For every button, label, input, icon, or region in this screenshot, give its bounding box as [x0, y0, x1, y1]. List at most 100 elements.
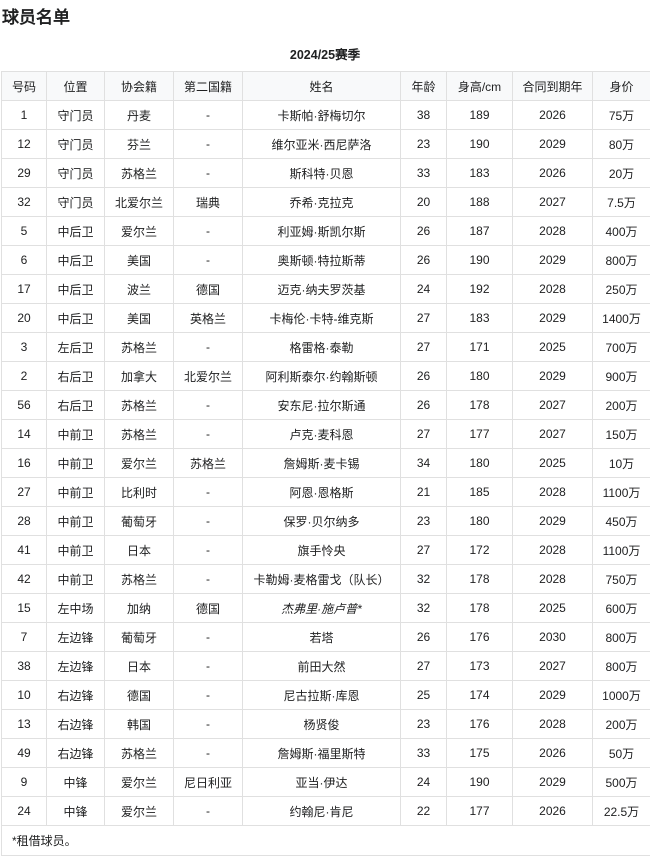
player-contract: 2027 — [513, 652, 593, 681]
player-second-nationality: - — [174, 565, 243, 594]
player-height: 189 — [447, 101, 513, 130]
player-name: 杨贤俊 — [243, 710, 401, 739]
player-number: 17 — [2, 275, 47, 304]
player-age: 22 — [401, 797, 447, 826]
col-name: 姓名 — [243, 72, 401, 101]
player-position: 左后卫 — [47, 333, 105, 362]
player-value: 600万 — [593, 594, 650, 623]
player-value: 450万 — [593, 507, 650, 536]
player-nationality: 爱尔兰 — [105, 797, 174, 826]
player-contract: 2029 — [513, 304, 593, 333]
player-age: 25 — [401, 681, 447, 710]
player-age: 26 — [401, 217, 447, 246]
player-nationality: 丹麦 — [105, 101, 174, 130]
player-age: 38 — [401, 101, 447, 130]
player-second-nationality: - — [174, 739, 243, 768]
player-age: 27 — [401, 333, 447, 362]
player-number: 41 — [2, 536, 47, 565]
player-height: 190 — [447, 130, 513, 159]
player-contract: 2029 — [513, 130, 593, 159]
player-nationality: 波兰 — [105, 275, 174, 304]
player-name: 旗手怜央 — [243, 536, 401, 565]
player-second-nationality: - — [174, 797, 243, 826]
player-age: 23 — [401, 130, 447, 159]
player-age: 26 — [401, 391, 447, 420]
player-value: 800万 — [593, 652, 650, 681]
page-title: 球员名单 — [2, 6, 70, 30]
player-position: 左中场 — [47, 594, 105, 623]
player-nationality: 爱尔兰 — [105, 217, 174, 246]
player-position: 左边锋 — [47, 652, 105, 681]
player-number: 14 — [2, 420, 47, 449]
player-age: 20 — [401, 188, 447, 217]
player-name: 尼古拉斯·库恩 — [243, 681, 401, 710]
player-number: 49 — [2, 739, 47, 768]
player-number: 15 — [2, 594, 47, 623]
player-number: 29 — [2, 159, 47, 188]
header-row: 号码 位置 协会籍 第二国籍 姓名 年龄 身高/cm 合同到期年 身价 — [2, 72, 650, 101]
player-position: 右边锋 — [47, 739, 105, 768]
player-height: 183 — [447, 159, 513, 188]
player-nationality: 苏格兰 — [105, 420, 174, 449]
player-age: 26 — [401, 362, 447, 391]
player-number: 56 — [2, 391, 47, 420]
player-value: 750万 — [593, 565, 650, 594]
player-contract: 2027 — [513, 391, 593, 420]
player-position: 守门员 — [47, 101, 105, 130]
player-height: 175 — [447, 739, 513, 768]
player-height: 178 — [447, 391, 513, 420]
player-contract: 2028 — [513, 710, 593, 739]
player-height: 180 — [447, 507, 513, 536]
player-contract: 2025 — [513, 594, 593, 623]
player-nationality: 日本 — [105, 536, 174, 565]
player-position: 中后卫 — [47, 275, 105, 304]
player-second-nationality: - — [174, 623, 243, 652]
player-height: 180 — [447, 362, 513, 391]
player-number: 5 — [2, 217, 47, 246]
player-name: 奥斯顿·特拉斯蒂 — [243, 246, 401, 275]
player-height: 187 — [447, 217, 513, 246]
player-contract: 2025 — [513, 333, 593, 362]
player-age: 24 — [401, 275, 447, 304]
player-contract: 2029 — [513, 362, 593, 391]
player-height: 192 — [447, 275, 513, 304]
player-number: 42 — [2, 565, 47, 594]
player-contract: 2026 — [513, 159, 593, 188]
player-contract: 2028 — [513, 478, 593, 507]
player-second-nationality: - — [174, 710, 243, 739]
player-age: 21 — [401, 478, 447, 507]
player-number: 38 — [2, 652, 47, 681]
player-value: 900万 — [593, 362, 650, 391]
player-value: 1100万 — [593, 536, 650, 565]
player-nationality: 加拿大 — [105, 362, 174, 391]
player-name: 保罗·贝尔纳多 — [243, 507, 401, 536]
col-number: 号码 — [2, 72, 47, 101]
player-second-nationality: - — [174, 130, 243, 159]
player-value: 20万 — [593, 159, 650, 188]
player-value: 700万 — [593, 333, 650, 362]
player-height: 173 — [447, 652, 513, 681]
player-nationality: 爱尔兰 — [105, 768, 174, 797]
player-number: 27 — [2, 478, 47, 507]
player-number: 9 — [2, 768, 47, 797]
player-name: 卡勒姆·麦格雷戈（队长） — [243, 565, 401, 594]
player-position: 中锋 — [47, 768, 105, 797]
player-nationality: 苏格兰 — [105, 565, 174, 594]
player-height: 183 — [447, 304, 513, 333]
col-contract: 合同到期年 — [513, 72, 593, 101]
player-height: 176 — [447, 710, 513, 739]
player-second-nationality: - — [174, 391, 243, 420]
player-value: 250万 — [593, 275, 650, 304]
player-value: 150万 — [593, 420, 650, 449]
player-number: 2 — [2, 362, 47, 391]
player-height: 178 — [447, 594, 513, 623]
